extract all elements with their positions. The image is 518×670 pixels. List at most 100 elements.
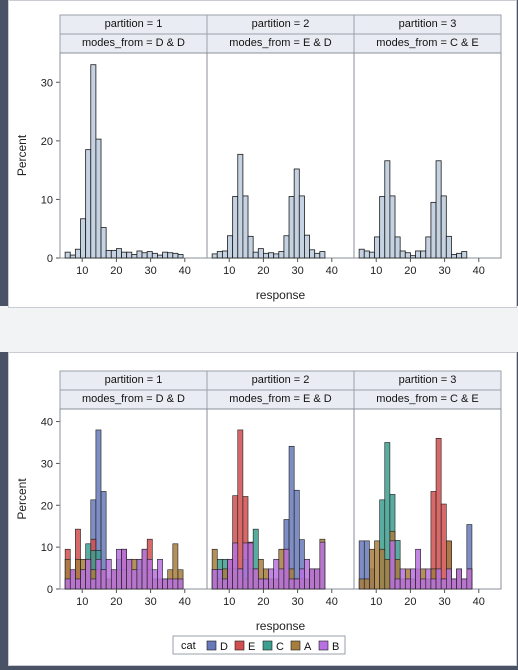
histogram-bar-B: [177, 578, 184, 590]
histogram-bar-A: [369, 548, 375, 590]
x-axis-label: response: [256, 619, 306, 633]
histogram-bar: [162, 251, 169, 259]
legend-swatch-A: [290, 640, 301, 651]
y-tick-label: 30: [41, 458, 53, 470]
histogram-bar-B: [299, 568, 305, 590]
histogram-bar: [384, 160, 391, 259]
histogram-bar: [314, 252, 321, 259]
histogram-bar-B: [232, 542, 239, 590]
histogram-bar: [116, 248, 122, 259]
histogram-bar-B: [146, 558, 153, 590]
histogram-bar-B: [64, 578, 71, 590]
histogram-bar: [211, 253, 218, 259]
histogram-bar-B: [80, 569, 86, 590]
histogram-bar: [293, 168, 300, 259]
histogram-bar: [415, 250, 422, 259]
histogram-bar-B: [293, 578, 300, 590]
y-axis-label: Percent: [15, 478, 29, 520]
histogram-bar-B: [152, 569, 158, 590]
histogram-bar: [216, 251, 223, 259]
histogram-bar-B: [440, 578, 447, 590]
histogram-bar: [74, 248, 81, 259]
legend: cat D E C A B: [172, 635, 346, 655]
histogram-bar-B: [415, 548, 421, 590]
histogram-bar-B: [309, 568, 315, 590]
histogram-bar-B: [314, 568, 321, 590]
x-axis-label: response: [256, 288, 306, 302]
histogram-bar-B: [278, 568, 285, 590]
histogram-bar-A: [358, 578, 365, 590]
histogram-bar-B: [105, 558, 112, 590]
histogram-bar-B: [247, 542, 254, 590]
histogram-bar: [110, 249, 117, 259]
histogram-bar-B: [435, 568, 442, 590]
panel-header-modes-label: modes_from = D & D: [82, 37, 185, 49]
histogram-bar: [263, 252, 269, 259]
histogram-bar: [309, 249, 316, 259]
x-tick-label: 40: [473, 596, 485, 608]
histogram-bar: [283, 235, 290, 259]
histogram-bar-B: [456, 568, 462, 590]
x-tick-label: 10: [370, 265, 382, 277]
legend-label-C: C: [276, 641, 284, 653]
histogram-bar-A: [379, 548, 386, 590]
histogram-bar-B: [399, 568, 406, 590]
histogram-bar-B: [237, 568, 244, 590]
histogram-bar: [456, 252, 463, 259]
histogram-bar-D: [288, 445, 295, 590]
histogram-bar: [404, 252, 411, 259]
histogram-bar-B: [162, 578, 168, 590]
histogram-bar-B: [252, 568, 259, 590]
histogram-bar-B: [420, 578, 427, 590]
legend-label-A: A: [304, 641, 312, 653]
histogram-bar: [425, 236, 432, 259]
panel-header-partition-label: partition = 3: [399, 18, 457, 30]
x-tick-label: 30: [438, 596, 450, 608]
histogram-bar-B: [461, 578, 468, 590]
histogram-bar-B: [90, 578, 97, 590]
histogram-bar-B: [430, 578, 437, 590]
x-tick-label: 10: [223, 596, 235, 608]
legend-label-E: E: [248, 641, 255, 653]
legend-swatch-D: [206, 640, 217, 651]
legend-swatch-C: [262, 640, 273, 651]
histogram-bar: [126, 251, 133, 259]
histogram-bar: [80, 218, 87, 259]
histogram-bar: [363, 250, 370, 259]
x-tick-label: 30: [438, 265, 450, 277]
histogram-bar: [445, 235, 452, 259]
x-tick-label: 20: [110, 596, 122, 608]
histogram-bar: [167, 252, 174, 259]
y-tick-label: 10: [41, 542, 53, 554]
panel-header-partition-label: partition = 1: [105, 18, 163, 30]
histogram-bar: [232, 196, 239, 259]
panel-header-partition-label: partition = 3: [399, 374, 457, 386]
x-tick-label: 10: [76, 596, 88, 608]
histogram-bar: [69, 254, 76, 259]
histogram-bar-B: [172, 578, 179, 590]
histogram-bar: [95, 138, 102, 259]
x-tick-label: 20: [110, 265, 122, 277]
histogram-bar: [252, 251, 259, 259]
panel-frame: [353, 52, 502, 259]
histogram-bar: [268, 252, 275, 259]
histogram-bar-A: [384, 558, 391, 590]
histogram-bar: [304, 234, 310, 259]
histogram-bar-B: [157, 558, 163, 590]
y-tick-label: 30: [41, 77, 53, 89]
y-tick-label: 20: [41, 136, 53, 148]
histogram-bar: [247, 235, 254, 259]
x-tick-label: 10: [223, 265, 235, 277]
histogram-bar-B: [394, 578, 401, 590]
panel-header-partition-label: partition = 1: [105, 374, 163, 386]
histogram-bar: [172, 252, 179, 259]
histogram-bar-B: [100, 569, 107, 590]
histogram-bar: [358, 248, 365, 259]
legend-label-B: B: [332, 641, 339, 653]
histogram-bar: [420, 250, 427, 259]
histogram-bar-B: [131, 569, 138, 590]
legend-swatch-B: [318, 640, 329, 651]
histogram-bar-B: [257, 578, 264, 590]
histogram-bar: [319, 251, 326, 259]
panel-header-modes-label: modes_from = D & D: [82, 393, 185, 405]
